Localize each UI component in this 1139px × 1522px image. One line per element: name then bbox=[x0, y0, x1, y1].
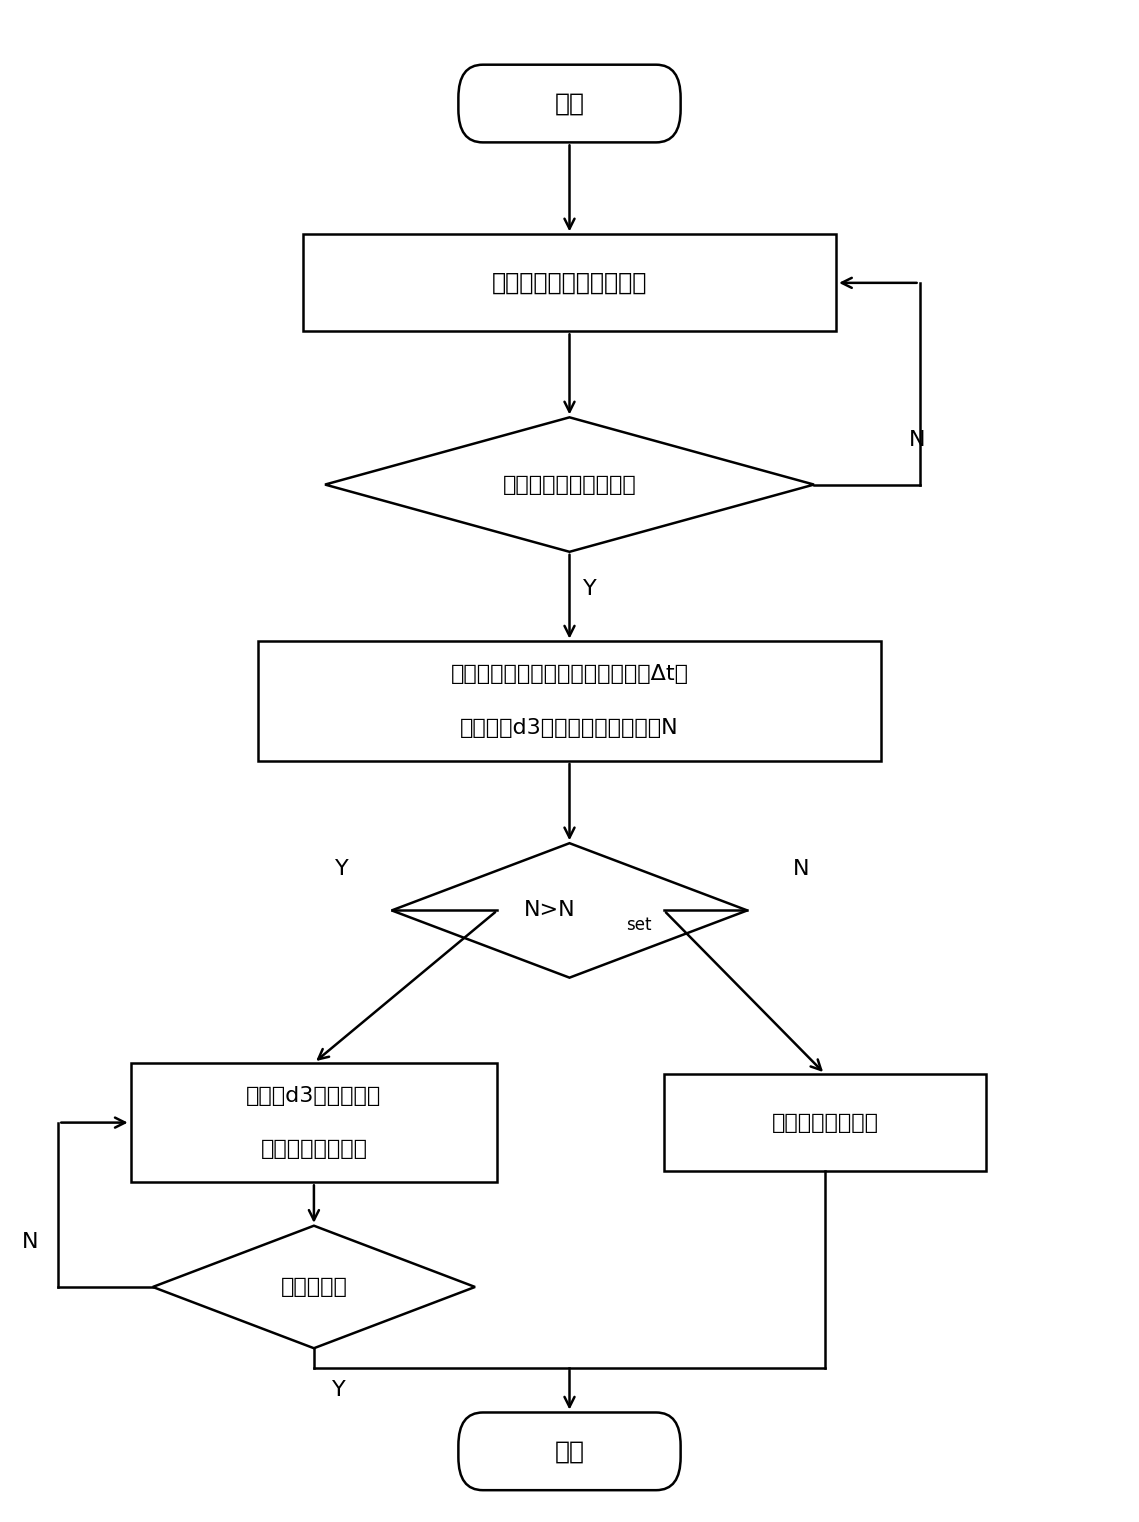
FancyBboxPatch shape bbox=[458, 1412, 681, 1490]
Text: N>N: N>N bbox=[524, 901, 575, 921]
Bar bbox=[664, 1075, 986, 1170]
Text: 是否发生单相接地故障: 是否发生单相接地故障 bbox=[502, 475, 637, 495]
Text: 定位成功？: 定位成功？ bbox=[280, 1277, 347, 1297]
Text: 结束: 结束 bbox=[555, 1440, 584, 1463]
Text: N: N bbox=[793, 858, 809, 878]
FancyBboxPatch shape bbox=[458, 65, 681, 143]
Polygon shape bbox=[153, 1225, 475, 1348]
Text: Y: Y bbox=[331, 1380, 345, 1400]
Text: N: N bbox=[23, 1233, 39, 1253]
Polygon shape bbox=[325, 417, 814, 552]
Text: 直接注入扰动信号: 直接注入扰动信号 bbox=[771, 1113, 878, 1132]
Bar bbox=[131, 1062, 498, 1183]
Text: 间间隔内d3系数突破阈值的次数N: 间间隔内d3系数突破阈值的次数N bbox=[460, 718, 679, 738]
Polygon shape bbox=[392, 843, 747, 977]
Text: 下一次d3系数突破阈: 下一次d3系数突破阈 bbox=[246, 1085, 382, 1105]
Text: Y: Y bbox=[583, 580, 597, 600]
Text: 开始: 开始 bbox=[555, 91, 584, 116]
Bar bbox=[259, 641, 880, 761]
Bar bbox=[303, 234, 836, 332]
Text: 值时注入扰动信号: 值时注入扰动信号 bbox=[261, 1140, 368, 1160]
Text: 对故障相电压进行小波变换，记录Δt时: 对故障相电压进行小波变换，记录Δt时 bbox=[451, 664, 688, 685]
Text: Y: Y bbox=[335, 858, 349, 878]
Text: N: N bbox=[909, 429, 926, 449]
Text: 实时采集母线相电压数据: 实时采集母线相电压数据 bbox=[492, 271, 647, 295]
Text: set: set bbox=[625, 916, 652, 935]
